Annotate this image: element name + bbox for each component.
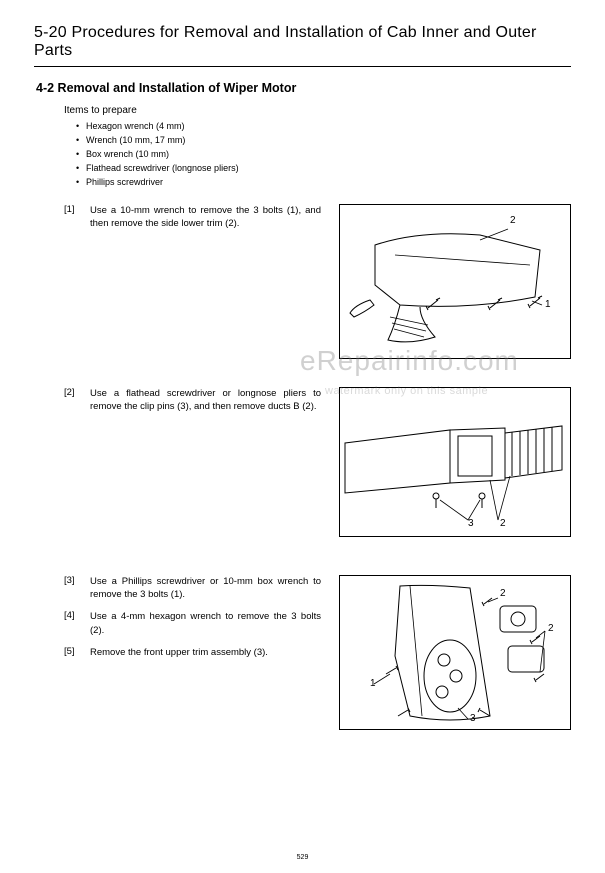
- figure-callout: 1: [545, 299, 551, 310]
- page-number: 529: [0, 854, 605, 861]
- prep-label: Items to prepare: [64, 105, 571, 116]
- figure: 2 2 1 3: [339, 575, 571, 730]
- figure-callout: 3: [468, 518, 474, 529]
- figure-callout: 3: [470, 713, 476, 724]
- prep-item: Box wrench (10 mm): [76, 148, 571, 162]
- step-number: [4]: [64, 610, 82, 638]
- step-body: Use a Phillips screwdriver or 10-mm box …: [90, 575, 321, 603]
- step: [2] Use a flathead screwdriver or longno…: [64, 387, 321, 415]
- step-texts: [2] Use a flathead screwdriver or longno…: [64, 387, 321, 423]
- chapter-title: 5-20 Procedures for Removal and Installa…: [34, 24, 571, 67]
- step: [4] Use a 4-mm hexagon wrench to remove …: [64, 610, 321, 638]
- figure-callout: 1: [370, 678, 376, 689]
- step-number: [5]: [64, 646, 82, 660]
- step-number: [3]: [64, 575, 82, 603]
- prep-item: Phillips screwdriver: [76, 176, 571, 190]
- figure-callout: 2: [510, 215, 516, 226]
- step: [3] Use a Phillips screwdriver or 10-mm …: [64, 575, 321, 603]
- step-texts: [1] Use a 10-mm wrench to remove the 3 b…: [64, 204, 321, 240]
- step-body: Use a 10-mm wrench to remove the 3 bolts…: [90, 204, 321, 232]
- step-texts: [3] Use a Phillips screwdriver or 10-mm …: [64, 575, 321, 668]
- figure-callout: 2: [500, 518, 506, 529]
- section-title: 4-2 Removal and Installation of Wiper Mo…: [36, 81, 571, 95]
- figure: 2 1: [339, 204, 571, 359]
- step-group: [1] Use a 10-mm wrench to remove the 3 b…: [64, 204, 571, 359]
- figure: 3 2: [339, 387, 571, 537]
- step-body: Use a 4-mm hexagon wrench to remove the …: [90, 610, 321, 638]
- step-number: [1]: [64, 204, 82, 232]
- step: [5] Remove the front upper trim assembly…: [64, 646, 321, 660]
- step-group: [3] Use a Phillips screwdriver or 10-mm …: [64, 575, 571, 730]
- step-number: [2]: [64, 387, 82, 415]
- prep-list: Hexagon wrench (4 mm) Wrench (10 mm, 17 …: [76, 120, 571, 190]
- figure-callout: 2: [548, 623, 554, 634]
- prep-item: Wrench (10 mm, 17 mm): [76, 134, 571, 148]
- step-body: Use a flathead screwdriver or longnose p…: [90, 387, 321, 415]
- prep-item: Flathead screwdriver (longnose pliers): [76, 162, 571, 176]
- figure-callout: 2: [500, 588, 506, 599]
- step-body: Remove the front upper trim assembly (3)…: [90, 646, 268, 660]
- prep-item: Hexagon wrench (4 mm): [76, 120, 571, 134]
- step-group: [2] Use a flathead screwdriver or longno…: [64, 387, 571, 537]
- step: [1] Use a 10-mm wrench to remove the 3 b…: [64, 204, 321, 232]
